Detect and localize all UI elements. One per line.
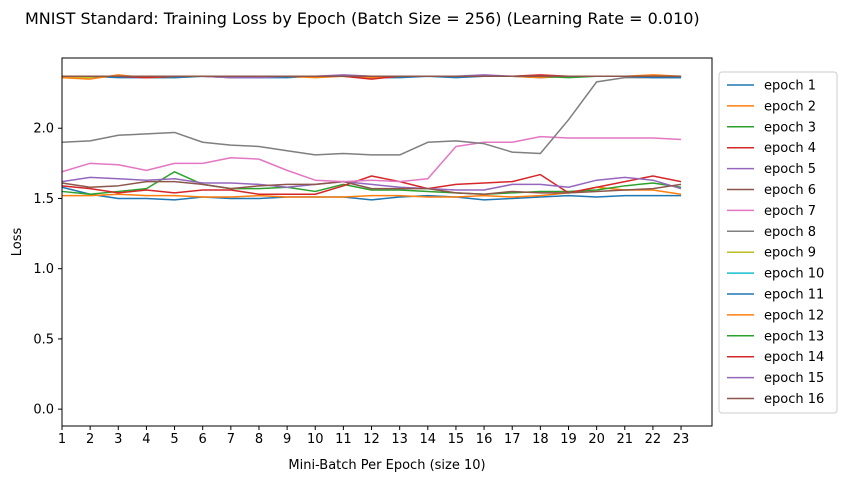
series-line-8 [61, 76, 682, 156]
legend-label: epoch 5 [764, 162, 816, 177]
legend-frame [718, 71, 838, 414]
legend: epoch 1 epoch 2 epoch 3 epoch 4 epoch 5 epoch… [718, 71, 838, 414]
series-line-1 [61, 186, 682, 201]
x-tick-label: 12 [363, 432, 380, 447]
y-tick-label: 0.5 [33, 332, 54, 347]
x-axis-label: Mini-Batch Per Epoch (size 10) [288, 458, 485, 473]
y-tick-label: 2.0 [33, 122, 54, 137]
legend-items: epoch 1 epoch 2 epoch 3 epoch 4 epoch 5 epoch… [727, 79, 824, 407]
legend-label: epoch 13 [764, 329, 824, 344]
x-tick-label: 16 [476, 432, 493, 447]
x-tick-label: 17 [504, 432, 521, 447]
x-tick-label: 8 [255, 432, 263, 447]
x-tick-label: 19 [560, 432, 577, 447]
x-tick-label: 9 [283, 432, 291, 447]
x-tick-label: 18 [532, 432, 549, 447]
x-axis: 1 2 3 4 5 6 7 8 9 10 11 12 13 14 15 16 17 18 19 20 21 22 23 [58, 426, 689, 447]
x-tick-label: 1 [58, 432, 66, 447]
y-tick-label: 0.0 [33, 403, 54, 418]
series-line-4 [61, 173, 682, 195]
legend-label: epoch 9 [764, 246, 816, 261]
legend-label: epoch 14 [764, 350, 824, 365]
legend-label: epoch 16 [764, 392, 824, 407]
plot-area [61, 57, 713, 427]
x-tick-label: 14 [420, 432, 437, 447]
x-tick-label: 22 [645, 432, 662, 447]
y-tick-label: 1.5 [33, 192, 54, 207]
legend-label: epoch 4 [764, 141, 816, 156]
x-tick-label: 4 [142, 432, 150, 447]
x-tick-label: 10 [307, 432, 324, 447]
series-line-7 [61, 135, 682, 183]
series-layer [61, 74, 682, 201]
x-tick-label: 6 [199, 432, 207, 447]
legend-label: epoch 11 [764, 288, 824, 303]
x-tick-label: 20 [588, 432, 605, 447]
x-tick-label: 7 [227, 432, 235, 447]
x-tick-label: 13 [391, 432, 408, 447]
x-tick-label: 2 [86, 432, 94, 447]
legend-label: epoch 3 [764, 120, 816, 135]
chart-title: MNIST Standard: Training Loss by Epoch (… [25, 9, 700, 28]
legend-label: epoch 7 [764, 204, 816, 219]
plot-frame [61, 57, 713, 427]
legend-label: epoch 2 [764, 99, 816, 114]
legend-label: epoch 6 [764, 183, 816, 198]
series-line-6 [61, 180, 682, 195]
legend-label: epoch 10 [764, 267, 824, 282]
y-tick-label: 1.0 [33, 262, 54, 277]
x-tick-label: 5 [170, 432, 178, 447]
legend-label: epoch 8 [764, 225, 816, 240]
legend-label: epoch 12 [764, 308, 824, 323]
legend-label: epoch 1 [764, 79, 816, 94]
series-line-5 [61, 176, 682, 191]
x-tick-label: 21 [616, 432, 633, 447]
x-tick-label: 11 [335, 432, 352, 447]
x-tick-label: 23 [673, 432, 690, 447]
y-axis-label: Loss [10, 228, 25, 257]
x-tick-label: 3 [114, 432, 122, 447]
x-tick-label: 15 [448, 432, 465, 447]
y-axis: 0.0 0.5 1.0 1.5 2.0 [33, 122, 62, 418]
legend-label: epoch 15 [764, 371, 824, 386]
